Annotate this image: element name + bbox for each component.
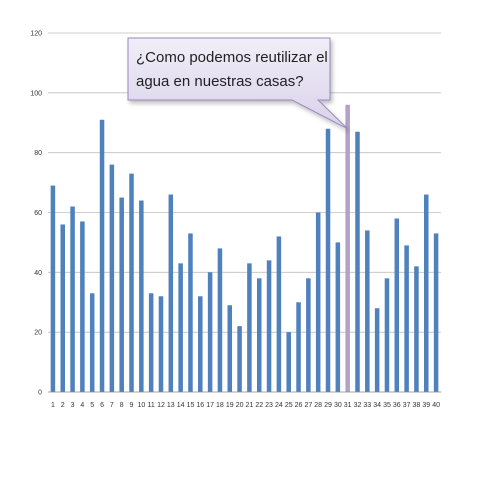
x-tick-label: 37 xyxy=(403,402,411,409)
bar-27 xyxy=(306,278,311,392)
bars xyxy=(50,104,439,393)
bar-14 xyxy=(178,263,183,392)
bar-1 xyxy=(50,185,56,392)
bar-25 xyxy=(286,332,291,392)
x-tick-label: 27 xyxy=(304,402,312,409)
x-tick-label: 31 xyxy=(344,402,352,409)
x-tick-label: 28 xyxy=(314,402,322,409)
bar-3 xyxy=(70,206,75,392)
bar-9 xyxy=(129,173,134,392)
x-tick-label: 30 xyxy=(334,402,342,409)
bar-8 xyxy=(119,197,124,392)
x-tick-label: 26 xyxy=(295,402,303,409)
bar-21 xyxy=(247,263,252,392)
bar-31 xyxy=(345,104,350,393)
x-tick-label: 5 xyxy=(90,402,94,409)
bar-4 xyxy=(80,221,85,392)
bar-34 xyxy=(374,308,380,392)
x-tick-label: 3 xyxy=(71,402,75,409)
y-tick-label: 20 xyxy=(34,330,42,337)
callout-box xyxy=(127,37,349,130)
x-tick-label: 22 xyxy=(255,402,263,409)
x-tick-label: 40 xyxy=(432,402,440,409)
bar-20 xyxy=(237,326,242,392)
bar-5 xyxy=(89,293,95,392)
x-tick-label: 7 xyxy=(110,402,114,409)
x-tick-label: 29 xyxy=(324,402,332,409)
x-tick-label: 16 xyxy=(196,402,204,409)
bar-17 xyxy=(207,272,213,392)
x-tick-label: 18 xyxy=(216,402,224,409)
y-tick-label: 0 xyxy=(38,390,42,397)
bar-15 xyxy=(188,233,193,392)
bar-28 xyxy=(315,212,321,392)
y-tick-label: 80 xyxy=(34,150,42,157)
x-tick-label: 36 xyxy=(393,402,401,409)
bar-39 xyxy=(424,194,429,392)
x-tick-label: 17 xyxy=(206,402,214,409)
x-tick-label: 19 xyxy=(226,402,234,409)
callout-line-2: agua en nuestras casas? xyxy=(136,73,304,90)
x-tick-label: 2 xyxy=(61,402,65,409)
bar-2 xyxy=(60,224,65,392)
x-tick-label: 33 xyxy=(363,402,371,409)
bar-16 xyxy=(198,296,203,392)
x-tick-label: 14 xyxy=(177,402,185,409)
x-tick-label: 4 xyxy=(80,402,84,409)
x-tick-label: 24 xyxy=(275,402,283,409)
bar-10 xyxy=(139,200,144,392)
x-tick-label: 21 xyxy=(246,402,254,409)
x-tick-label: 39 xyxy=(422,402,430,409)
bar-30 xyxy=(335,242,341,392)
bar-12 xyxy=(158,296,164,392)
x-tick-label: 11 xyxy=(148,402,155,409)
bar-32 xyxy=(355,131,360,392)
x-tick-label: 32 xyxy=(354,402,362,409)
bar-36 xyxy=(394,218,400,392)
bar-35 xyxy=(384,278,390,392)
bar-37 xyxy=(404,245,409,392)
x-tick-label: 23 xyxy=(265,402,273,409)
callout-line-1: ¿Como podemos reutilizar el xyxy=(136,49,328,66)
y-tick-label: 60 xyxy=(34,210,42,217)
bar-26 xyxy=(296,302,301,392)
bar-11 xyxy=(148,293,154,392)
callout-annotation: ¿Como podemos reutilizar el agua en nues… xyxy=(127,37,349,130)
x-axis-ticks: 1 2 3 4 5 6 7 8 9 10 11 12 13 14 15 16 17 18 19 20 21 22 23 24 2… xyxy=(51,402,440,409)
y-tick-label: 120 xyxy=(30,31,42,38)
bar-19 xyxy=(227,305,233,392)
x-tick-label: 25 xyxy=(285,402,293,409)
x-tick-label: 8 xyxy=(120,402,124,409)
x-tick-label: 34 xyxy=(373,402,381,409)
x-tick-label: 20 xyxy=(236,402,244,409)
bar-29 xyxy=(325,128,331,392)
bar-24 xyxy=(276,236,282,392)
bar-18 xyxy=(217,248,223,392)
x-tick-label: 12 xyxy=(157,402,165,409)
x-tick-label: 13 xyxy=(167,402,175,409)
bar-6 xyxy=(99,119,105,392)
x-tick-label: 15 xyxy=(187,402,195,409)
x-tick-label: 6 xyxy=(100,402,104,409)
bar-38 xyxy=(414,266,419,392)
x-tick-label: 35 xyxy=(383,402,391,409)
y-tick-label: 100 xyxy=(30,90,42,97)
bar-13 xyxy=(168,194,174,392)
bar-40 xyxy=(433,233,439,392)
y-axis-ticks: 0 20 40 60 80 100 120 xyxy=(30,31,42,397)
x-tick-label: 9 xyxy=(130,402,134,409)
y-tick-label: 40 xyxy=(34,270,42,277)
bar-23 xyxy=(266,260,272,392)
x-tick-label: 38 xyxy=(413,402,421,409)
x-tick-label: 1 xyxy=(51,402,55,409)
bar-22 xyxy=(256,278,262,392)
bar-33 xyxy=(365,230,370,392)
bar-7 xyxy=(109,164,115,392)
x-tick-label: 10 xyxy=(137,402,145,409)
